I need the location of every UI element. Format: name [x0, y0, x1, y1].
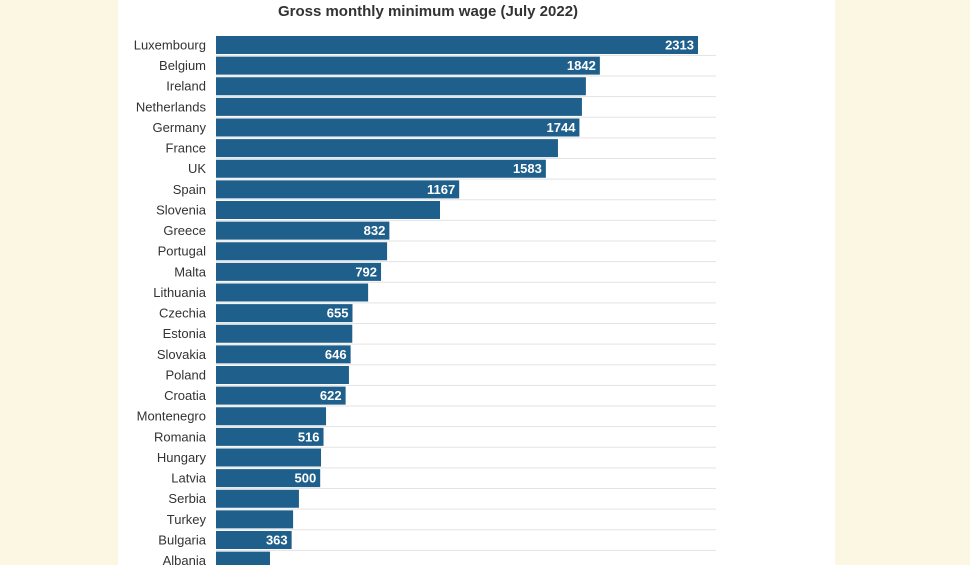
bar	[216, 139, 558, 158]
bar	[216, 448, 322, 467]
category-label: Albania	[163, 553, 207, 565]
category-label: Montenegro	[137, 409, 206, 424]
category-label: Czechia	[159, 306, 207, 321]
category-label: Lithuania	[153, 285, 207, 300]
value-label: 646	[325, 347, 347, 362]
category-label: Slovakia	[157, 347, 207, 362]
value-label: 1167	[427, 182, 455, 197]
category-label: Germany	[153, 120, 207, 135]
bar	[216, 386, 346, 405]
bar	[216, 36, 698, 54]
value-label: 2313	[665, 37, 694, 52]
value-label: 1583	[513, 161, 542, 176]
bar	[216, 366, 349, 384]
value-label: 792	[355, 264, 377, 279]
bar	[216, 262, 382, 281]
bar	[216, 551, 270, 565]
bar	[216, 242, 388, 261]
bar	[216, 510, 294, 529]
chart-title: Gross monthly minimum wage (July 2022)	[278, 3, 578, 20]
bar	[216, 97, 582, 116]
bar	[216, 77, 586, 96]
bar	[216, 324, 353, 343]
category-label: Bulgaria	[158, 532, 206, 547]
bar	[216, 469, 321, 488]
value-label: 655	[327, 306, 349, 321]
bar	[216, 304, 353, 323]
bar	[216, 201, 441, 219]
category-label: Portugal	[158, 244, 207, 259]
value-label: 363	[266, 532, 288, 547]
category-label: Greece	[163, 223, 206, 238]
bar	[216, 159, 546, 178]
category-label: Belgium	[159, 58, 206, 73]
category-label: Ireland	[166, 79, 206, 94]
category-label: Spain	[173, 182, 206, 197]
category-label: Hungary	[157, 450, 207, 465]
category-label: Latvia	[171, 471, 206, 486]
bar	[216, 221, 390, 240]
category-label: Slovenia	[156, 202, 207, 217]
bar	[216, 407, 327, 426]
value-label: 622	[320, 388, 342, 403]
bar	[216, 56, 600, 75]
bar	[216, 531, 292, 549]
category-label: UK	[188, 161, 206, 176]
category-label: Malta	[174, 264, 207, 279]
category-label: Croatia	[164, 388, 207, 403]
value-label: 832	[364, 223, 386, 238]
value-label: 1842	[567, 58, 596, 73]
value-label: 1744	[547, 120, 577, 135]
bar	[216, 180, 460, 199]
value-label: 516	[298, 429, 320, 444]
bar	[216, 489, 299, 508]
bar	[216, 118, 580, 137]
category-label: Poland	[166, 367, 206, 382]
category-label: France	[166, 141, 206, 156]
category-label: Serbia	[168, 491, 206, 506]
category-label: Romania	[154, 429, 207, 444]
category-label: Luxembourg	[134, 37, 206, 52]
bar	[216, 427, 324, 446]
bar	[216, 345, 351, 364]
category-label: Netherlands	[136, 99, 207, 114]
bar	[216, 283, 369, 302]
category-label: Estonia	[163, 326, 207, 341]
value-label: 500	[294, 471, 316, 486]
category-label: Turkey	[167, 512, 207, 527]
